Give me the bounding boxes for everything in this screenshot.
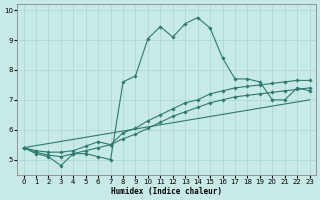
X-axis label: Humidex (Indice chaleur): Humidex (Indice chaleur) xyxy=(111,187,222,196)
